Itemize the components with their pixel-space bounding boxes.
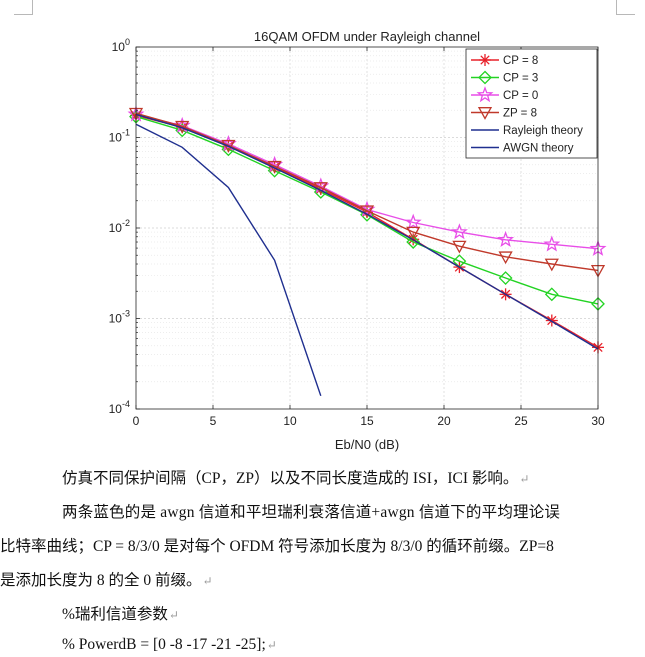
- marker-pentagram: [404, 213, 422, 230]
- paragraph-zp-description: 是添加长度为 8 的全 0 前缀。↵: [0, 568, 645, 590]
- legend-label: CP = 3: [503, 73, 538, 85]
- paragraph-rayleigh-params-comment: %瑞利信道参数↵: [62, 602, 645, 624]
- y-tick-label: 10-4: [109, 399, 130, 416]
- legend-box: [465, 48, 598, 159]
- y-tick-label: 10-3: [109, 309, 130, 326]
- paragraph-powerdb-code: % PowerdB = [0 -8 -17 -21 -25];↵: [62, 636, 645, 654]
- series-line: [135, 113, 599, 250]
- return-mark: ↵: [519, 472, 530, 486]
- legend-label: Rayleigh theory: [503, 125, 583, 137]
- x-tick-label: 25: [514, 414, 528, 428]
- marker-diamond: [406, 235, 421, 249]
- y-tick-label: 10-2: [109, 218, 130, 235]
- axis-ticks: 0 5 10 15 20 25 30 100 10-1 10-2 10-3 10-4: [109, 37, 605, 428]
- legend-label: AWGN theory: [503, 143, 574, 155]
- marker-triangle-down: [498, 251, 513, 265]
- series-line: [135, 112, 599, 272]
- return-mark: ↵: [202, 574, 213, 588]
- paragraph-text: % PowerdB = [0 -8 -17 -21 -25];: [62, 636, 266, 653]
- legend-entry: ZP = 8: [471, 107, 537, 120]
- marker-triangle-down: [452, 240, 467, 254]
- series-line: [135, 123, 322, 397]
- marker-diamond: [498, 271, 513, 285]
- marker-triangle-down: [359, 205, 375, 219]
- legend-entry: Rayleigh theory: [471, 125, 583, 137]
- ber-chart: 0 5 10 15 20 25 30 100 10-1 10-2 10-3 10-4 16QAM OF…: [109, 29, 607, 452]
- marker-stroke: [547, 315, 557, 326]
- x-tick-label: 20: [437, 414, 451, 428]
- series-rayleigh-theory: [135, 113, 599, 350]
- x-tick-label: 10: [283, 414, 297, 428]
- marker-pentagram: [476, 86, 494, 103]
- marker-triangle-down: [406, 226, 421, 240]
- marker-triangle-down: [544, 258, 559, 272]
- return-mark: ↵: [168, 608, 179, 622]
- paragraph-text: %瑞利信道参数: [62, 606, 168, 623]
- y-tick-label: 100: [112, 37, 130, 54]
- paragraph-blue-curves: 两条蓝色的是 awgn 信道和平坦瑞利衰落信道+awgn 信道下的平均理论误: [62, 500, 645, 522]
- marker-triangle-down: [477, 107, 493, 120]
- y-tick-label: 10-1: [109, 128, 130, 145]
- legend-entry: CP = 8: [471, 54, 538, 67]
- paragraph-cp-description: 比特率曲线；CP = 8/3/0 是对每个 OFDM 符号添加长度为 8/3/0…: [0, 534, 645, 556]
- marker-stroke: [480, 55, 490, 65]
- marker-pentagram: [497, 230, 515, 247]
- marker-triangle-down: [221, 139, 236, 153]
- marker-pentagram: [450, 223, 468, 240]
- x-tick-label: 30: [591, 414, 605, 428]
- legend-label: CP = 0: [503, 90, 538, 102]
- page-corner-mark-left: [14, 0, 33, 15]
- paragraph-text: 是添加长度为 8 的全 0 前缀。: [0, 572, 202, 589]
- legend-entry: CP = 0: [471, 86, 538, 103]
- return-mark: ↵: [266, 638, 277, 652]
- marker-triangle-down: [313, 182, 328, 195]
- chart-title: 16QAM OFDM under Rayleigh channel: [254, 29, 480, 44]
- legend-label: CP = 8: [503, 55, 538, 67]
- marker-pentagram: [543, 235, 561, 252]
- legend: CP = 8 CP = 3 CP = 0 ZP = 8 Rayleigh theory A…: [465, 48, 598, 159]
- marker-diamond: [544, 287, 559, 302]
- marker-asterisk: [479, 54, 491, 66]
- x-axis-label: Eb/N0 (dB): [335, 437, 399, 452]
- legend-entry: AWGN theory: [471, 143, 574, 155]
- legend-label: ZP = 8: [503, 108, 537, 120]
- x-tick-label: 0: [133, 414, 140, 428]
- marker-diamond: [478, 70, 492, 85]
- paragraph-text: 比特率曲线；CP = 8/3/0 是对每个 OFDM 符号添加长度为 8/3/0…: [0, 538, 554, 555]
- series-line: [135, 113, 599, 350]
- paragraph-simulation-note: 仿真不同保护间隔（CP，ZP）以及不同长度造成的 ISI，ICI 影响。↵: [62, 466, 645, 488]
- legend-entry: CP = 3: [471, 70, 538, 85]
- paragraph-text: 仿真不同保护间隔（CP，ZP）以及不同长度造成的 ISI，ICI 影响。: [62, 470, 519, 487]
- page-corner-mark-right: [616, 0, 635, 15]
- series-awgn-theory: [135, 123, 322, 397]
- x-tick-label: 5: [210, 414, 217, 428]
- paragraph-text: 两条蓝色的是 awgn 信道和平坦瑞利衰落信道+awgn 信道下的平均理论误: [62, 504, 561, 521]
- x-tick-label: 15: [360, 414, 374, 428]
